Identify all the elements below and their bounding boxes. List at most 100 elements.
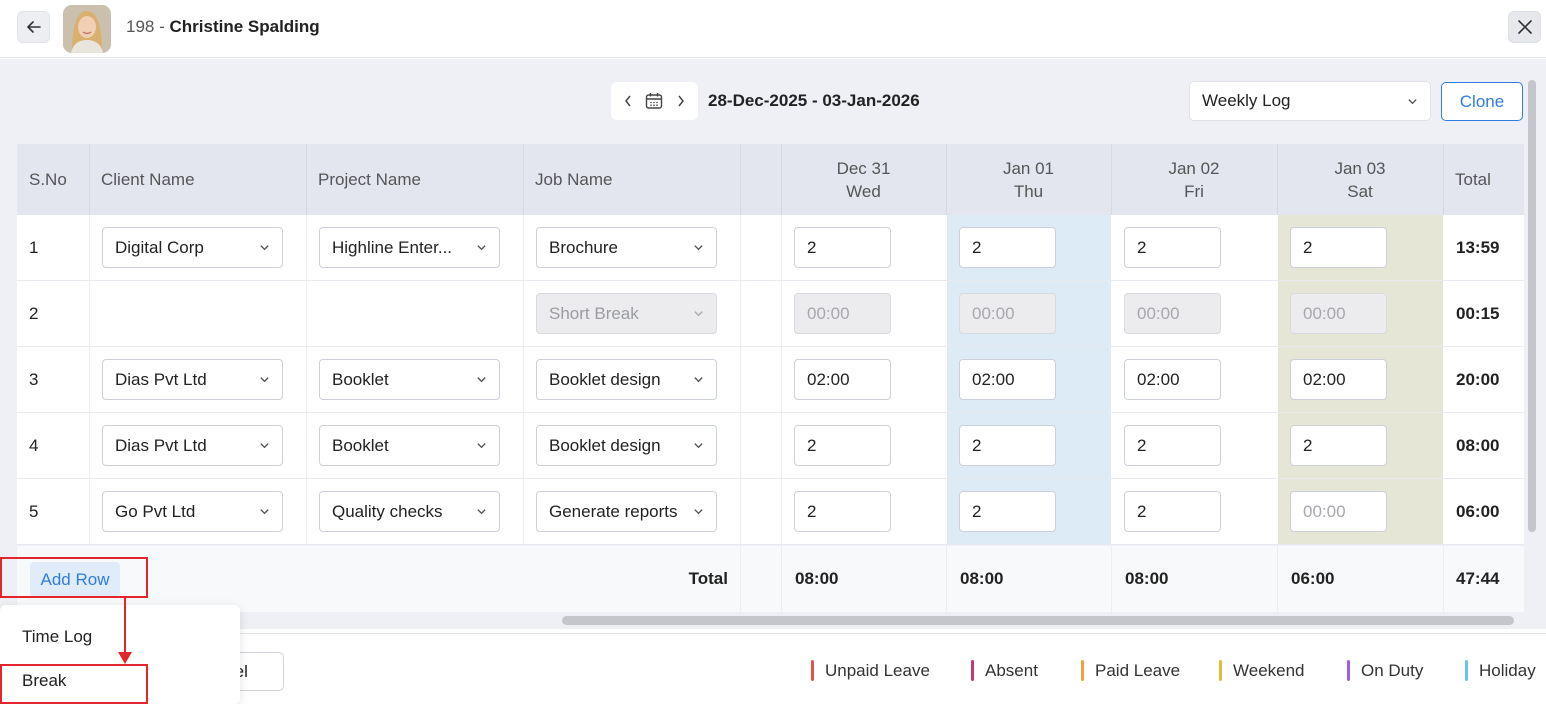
header-total: Total [1455, 169, 1491, 189]
calendar-icon[interactable] [645, 92, 663, 110]
row-total: 20:00 [1456, 369, 1500, 389]
legend-swatch [811, 660, 814, 681]
hours-input[interactable]: 2 [794, 491, 891, 532]
row-sno: 2 [29, 303, 39, 323]
hours-input[interactable]: 2 [1124, 227, 1221, 268]
hours-input[interactable]: 2 [959, 425, 1056, 466]
legend-on-duty: On Duty [1347, 660, 1423, 681]
chevron-down-icon [260, 509, 269, 515]
chevron-left-icon[interactable] [624, 95, 632, 107]
header-day: Dec 31 Wed [781, 144, 946, 215]
hours-input[interactable]: 2 [794, 227, 891, 268]
horizontal-scrollbar[interactable] [562, 616, 1514, 625]
grand-total: 47:44 [1456, 569, 1500, 588]
day-total: 08:00 [795, 569, 839, 588]
job-select-value: Short Break [549, 303, 639, 323]
clone-button[interactable]: Clone [1441, 82, 1523, 121]
hours-input[interactable]: 02:00 [1124, 359, 1221, 400]
chevron-right-icon[interactable] [677, 95, 685, 107]
header-day: Jan 02 Fri [1111, 144, 1277, 215]
hours-input[interactable]: 2 [1124, 491, 1221, 532]
client-select[interactable]: Dias Pvt Ltd [102, 425, 283, 466]
legend-swatch [971, 660, 974, 681]
add-row-button[interactable]: Add Row [30, 562, 120, 597]
row-total: 06:00 [1456, 501, 1500, 521]
avatar [63, 5, 111, 53]
highlight-box [0, 557, 148, 598]
row-sno: 5 [29, 501, 39, 521]
header-day-date: Dec 31 [836, 158, 891, 178]
chevron-down-icon [477, 377, 486, 383]
timesheet-panel: 28-Dec-2025 - 03-Jan-2026 Weekly Log Clo… [0, 59, 1546, 629]
row-total: 00:15 [1456, 303, 1500, 323]
view-select[interactable]: Weekly Log [1189, 81, 1431, 121]
chevron-down-icon [260, 245, 269, 251]
hours-input[interactable]: 2 [959, 491, 1056, 532]
hours-input[interactable]: 02:00 [1290, 359, 1387, 400]
legend-label: Weekend [1233, 660, 1305, 680]
table-row: 2 Short Break 00:00 00:00 00:00 00:00 00… [17, 281, 1524, 347]
legend-label: Unpaid Leave [825, 660, 930, 680]
header-day: Jan 03 Sat [1277, 144, 1443, 215]
project-select[interactable]: Booklet [319, 359, 500, 400]
job-select[interactable]: Booklet design [536, 425, 717, 466]
close-button[interactable] [1508, 11, 1541, 43]
hours-input[interactable]: 2 [1290, 227, 1387, 268]
hours-input: 00:00 [794, 293, 891, 334]
row-sno: 3 [29, 369, 39, 389]
hours-input[interactable]: 00:00 [1290, 491, 1387, 532]
chevron-down-icon [694, 443, 703, 449]
vertical-scrollbar[interactable] [1528, 80, 1536, 532]
job-select-value: Booklet design [549, 435, 661, 455]
table-row: 5 Go Pvt Ltd Quality checks Generate rep… [17, 479, 1524, 545]
menu-item-time-log[interactable]: Time Log [22, 627, 93, 646]
project-select[interactable]: Quality checks [319, 491, 500, 532]
legend-swatch [1219, 660, 1222, 681]
header-client-name: Client Name [101, 169, 195, 189]
chevron-down-icon [477, 245, 486, 251]
job-select[interactable]: Generate reports [536, 491, 717, 532]
day-total: 08:00 [960, 569, 1004, 588]
job-select[interactable]: Booklet design [536, 359, 717, 400]
day-total: 06:00 [1291, 569, 1335, 588]
view-select-value: Weekly Log [1202, 91, 1291, 110]
project-select[interactable]: Highline Enter... [319, 227, 500, 268]
totals-label: Total [688, 569, 728, 588]
hours-input: 00:00 [1124, 293, 1221, 334]
job-select[interactable]: Brochure [536, 227, 717, 268]
hours-input[interactable]: 2 [959, 227, 1056, 268]
chevron-down-icon [1408, 98, 1417, 104]
header-day-date: Jan 03 [1334, 158, 1386, 178]
menu-item-break[interactable]: Break [22, 671, 67, 690]
hours-input[interactable]: 2 [794, 425, 891, 466]
hours-input[interactable]: 2 [1290, 425, 1387, 466]
back-button[interactable] [17, 11, 50, 43]
project-select[interactable]: Booklet [319, 425, 500, 466]
header-day-name: Wed [846, 181, 881, 201]
legend-label: Paid Leave [1095, 660, 1181, 680]
annotation-arrow [124, 598, 126, 656]
header-day-date: Jan 01 [1002, 158, 1055, 178]
chevron-down-icon [260, 377, 269, 383]
header-day-name: Thu [1013, 181, 1044, 201]
header-day-name: Sat [1347, 181, 1373, 201]
employee-title: 198 - Christine Spalding [126, 17, 320, 37]
client-select[interactable]: Dias Pvt Ltd [102, 359, 283, 400]
client-select-value: Dias Pvt Ltd [115, 435, 207, 455]
chevron-down-icon [694, 377, 703, 383]
chevron-down-icon [694, 245, 703, 251]
header-project-name: Project Name [318, 169, 421, 189]
legend-weekend: Weekend [1219, 660, 1305, 681]
legend-swatch [1081, 660, 1084, 681]
hours-input[interactable]: 02:00 [959, 359, 1056, 400]
client-select[interactable]: Go Pvt Ltd [102, 491, 283, 532]
hours-input[interactable]: 2 [1124, 425, 1221, 466]
legend-holiday: Holiday [1465, 660, 1536, 681]
table-row: 4 Dias Pvt Ltd Booklet Booklet design 2 … [17, 413, 1524, 479]
hours-input[interactable]: 02:00 [794, 359, 891, 400]
highlight-box [0, 664, 148, 704]
header-day-date: Jan 02 [1168, 158, 1220, 178]
table-header-row: S.No Client Name Project Name Job Name D… [17, 144, 1524, 215]
project-select-value: Quality checks [332, 501, 443, 521]
client-select[interactable]: Digital Corp [102, 227, 283, 268]
